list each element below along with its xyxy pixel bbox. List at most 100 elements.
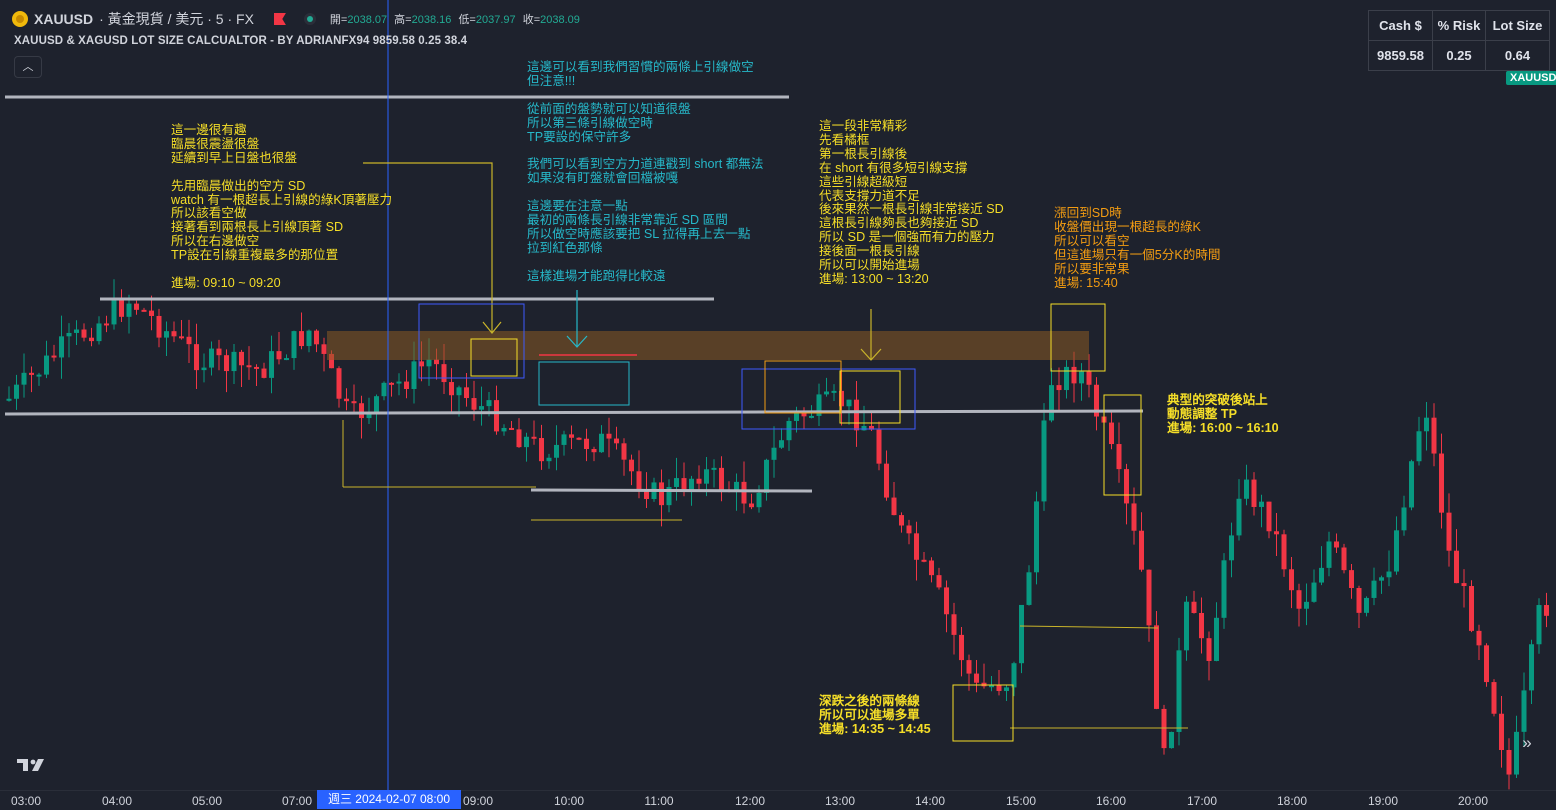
header-cash: Cash $ [1368, 10, 1433, 41]
arrow-down-icon [860, 309, 882, 361]
support-line [530, 488, 813, 493]
scroll-to-realtime-icon[interactable]: » [1522, 733, 1532, 752]
lot-size-table: Cash $ % Risk Lot Size 9859.58 0.25 0.64 [1368, 10, 1550, 71]
symbol-description[interactable]: · 黃金現貨 / 美元 · 5 · FX [99, 11, 254, 27]
box-yellow-2 [839, 370, 901, 424]
candle-body [614, 438, 619, 444]
candle-body [749, 503, 754, 508]
candle-body [1439, 453, 1444, 513]
candle-body [1259, 501, 1264, 507]
symbol-header[interactable]: XAUUSD · 黃金現貨 / 美元 · 5 · FX 開=2038.07 高=… [12, 9, 584, 29]
candle-body [1206, 638, 1212, 661]
candle-body [351, 401, 357, 404]
candle-body [936, 575, 942, 588]
box-cyan [538, 361, 630, 406]
candle-body [1319, 567, 1324, 583]
candle-body [719, 467, 724, 490]
candle-body [171, 331, 177, 337]
candle-body [1476, 630, 1482, 646]
candle-body [441, 364, 447, 383]
time-tick: 10:00 [553, 794, 585, 808]
candle-body [284, 358, 289, 361]
candle-body [1004, 687, 1009, 691]
candle-body [1304, 601, 1309, 609]
candle-body [1491, 682, 1497, 714]
candle-body [269, 351, 274, 378]
time-tick: 07:00 [281, 794, 313, 808]
candle-body [1484, 645, 1489, 683]
symbol-name[interactable]: XAUUSD [34, 11, 94, 27]
candle-body [884, 463, 889, 498]
candle-body [111, 299, 117, 325]
candle-body [336, 368, 342, 399]
candle-body [471, 398, 477, 410]
candle-body [1191, 601, 1197, 613]
candle-body [59, 336, 64, 358]
candle-body [231, 351, 237, 372]
candle-body [1056, 385, 1062, 391]
candle-body [554, 444, 559, 458]
candle-body [1401, 507, 1407, 531]
chevron-up-icon: ︿ [22, 61, 34, 73]
candle-body [621, 443, 627, 460]
candle-body [794, 412, 799, 421]
time-axis[interactable]: 03:00 04:00 05:00 07:00 09:00 10:00 11:0… [0, 790, 1556, 810]
annotation-text: 漲回到SD時 收盤價出現一根超長的綠K 所以可以看空 但這進場只有一個5分K的時… [1054, 206, 1221, 290]
candle-body [501, 427, 507, 432]
candle-body [599, 433, 604, 453]
candle-body [321, 344, 327, 354]
annotation-text: 典型的突破後站上 動態調整 TP 進場: 16:00 ~ 16:10 [1167, 393, 1279, 435]
candle-body [44, 355, 49, 375]
candle-body [636, 471, 642, 490]
candle-body [359, 403, 364, 419]
annotation-text: 這邊可以看到我們習慣的兩條上引線做空 但注意!!! 從前面的盤勢就可以知道很盤 … [527, 60, 764, 283]
candle-body [854, 399, 859, 431]
tradingview-logo-icon[interactable] [17, 757, 47, 773]
candle-body [306, 330, 312, 347]
candle-body [426, 359, 432, 367]
candle-body [1094, 384, 1099, 417]
candle-body [659, 482, 664, 506]
candle-body [666, 486, 672, 506]
candle-body [449, 382, 454, 396]
indicator-title[interactable]: XAUUSD & XAGUSD LOT SIZE CALCUALTOR - BY… [14, 35, 468, 47]
candle-body [734, 481, 739, 491]
candle-body [164, 331, 169, 338]
candle-body [74, 329, 79, 333]
candle-body [876, 429, 882, 464]
candle-body [1536, 605, 1542, 645]
candle-body [1214, 617, 1219, 661]
time-tick: 17:00 [1186, 794, 1218, 808]
candle-body [689, 478, 694, 491]
candle-body [1131, 503, 1137, 531]
candle-body [1446, 512, 1452, 551]
box-yellow-3 [1050, 303, 1106, 372]
candle-body [801, 412, 807, 417]
candle-body [906, 525, 912, 534]
candle-body [546, 457, 552, 462]
candle-body [89, 337, 94, 342]
candle-body [1274, 531, 1279, 535]
candle-body [524, 436, 529, 448]
candle-body [591, 449, 597, 453]
candle-body [216, 348, 222, 356]
candle-body [81, 329, 87, 338]
candle-body [786, 420, 792, 441]
candle-body [1251, 479, 1257, 507]
value-cash: 9859.58 [1368, 40, 1433, 71]
annotation-text: 這一邊很有趣 臨晨很震盪很盤 延續到早上日盤也很盤 先用臨晨做出的空方 SD w… [171, 123, 393, 290]
candle-body [329, 353, 334, 369]
candle-body [119, 299, 124, 317]
candle-body [96, 323, 102, 342]
candle-body [569, 434, 574, 438]
candle-body [1079, 371, 1084, 384]
candle-body [1281, 534, 1287, 570]
candle-body [531, 436, 537, 439]
collapse-indicators-button[interactable]: ︿ [14, 56, 42, 78]
candle-body [1169, 731, 1174, 749]
candle-body [996, 685, 1002, 691]
box-blue-1 [418, 303, 525, 379]
flag-icon[interactable] [273, 13, 286, 25]
candle-body [1454, 550, 1459, 584]
